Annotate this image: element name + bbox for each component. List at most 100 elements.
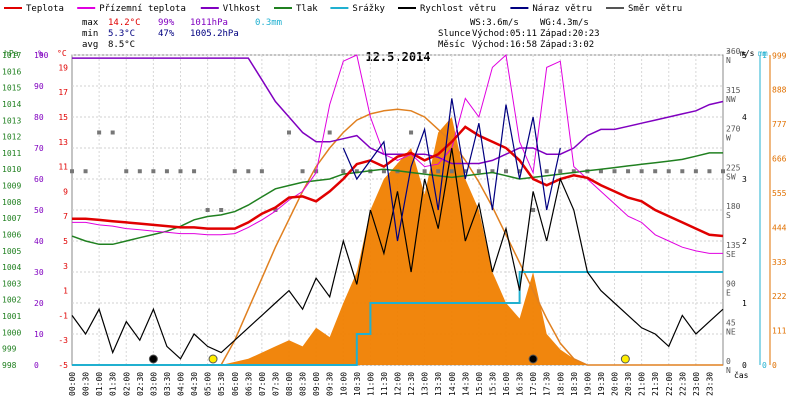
tick-temp: -1: [58, 311, 68, 320]
tick-solar: 222: [772, 292, 787, 301]
series-wind-direction-point: [205, 208, 210, 212]
tick-temp: 19: [58, 63, 68, 72]
stat-min-temp: 5.3°C: [108, 29, 135, 39]
sun-set: Západ:20:23: [540, 29, 600, 39]
stat-avg-temp: 8.5°C: [108, 40, 135, 50]
marker-moon-set: [148, 354, 158, 364]
series-wind-direction-point: [287, 130, 291, 135]
tick-time: 11:30: [380, 372, 389, 396]
tick-solar: 888: [772, 86, 787, 95]
tick-dir-deg: 270: [726, 125, 741, 134]
tick-pressure: 1013: [2, 116, 21, 125]
tick-dir-deg: 0: [726, 357, 731, 366]
tick-time: 10:30: [353, 372, 362, 396]
tick-pressure: 1003: [2, 279, 21, 288]
series-wind-direction-point: [137, 169, 142, 174]
tick-time: 17:30: [543, 372, 552, 396]
tick-time: 17:00: [529, 372, 538, 396]
series-wind-direction-point: [232, 169, 237, 174]
unit-mm: mm: [758, 49, 768, 58]
tick-pressure: 1006: [2, 230, 21, 239]
series-wind-direction-point: [571, 169, 576, 174]
series-wind-direction-point: [164, 169, 169, 174]
tick-rain: 0: [762, 361, 767, 370]
series-wind-direction-point: [381, 169, 386, 174]
tick-solar: 777: [772, 120, 787, 129]
tick-pressure: 1001: [2, 312, 21, 321]
tick-pressure: 1011: [2, 149, 21, 158]
tick-dir-lbl: N: [726, 56, 731, 65]
tick-time: 10:00: [339, 372, 348, 396]
series-rain: [72, 271, 723, 366]
tick-humidity: 0: [34, 361, 39, 370]
tick-time: 14:30: [461, 372, 470, 396]
tick-dir-lbl: SW: [726, 172, 736, 181]
stat-max-label: max: [82, 18, 99, 28]
tick-temp: 1: [63, 287, 68, 296]
series-wind-direction-point: [124, 169, 129, 174]
tick-time: 07:30: [271, 372, 280, 396]
tick-humidity: 10: [34, 330, 44, 339]
tick-humidity: 50: [34, 206, 44, 215]
tick-dir-deg: 180: [726, 202, 741, 211]
tick-rain: 1: [762, 51, 767, 60]
tick-temp: -5: [58, 361, 68, 370]
tick-time: 23:00: [692, 372, 701, 396]
tick-humidity: 20: [34, 299, 44, 308]
tick-time: 08:00: [285, 372, 294, 396]
legend-label-1: Přízemní teplota: [99, 4, 186, 14]
series-wind-direction-point: [436, 169, 441, 174]
series-wind-direction-point: [259, 169, 264, 174]
tick-time: 04:30: [190, 372, 199, 396]
series-humidity: [72, 57, 724, 165]
tick-solar: 999: [772, 51, 787, 60]
axis-ticks: 9989991000100110021003100410051006100710…: [2, 47, 787, 396]
series-wind-direction-point: [680, 169, 685, 174]
tick-time: 16:00: [502, 372, 511, 396]
tick-wind: 0: [742, 361, 747, 370]
tick-solar: 666: [772, 155, 787, 164]
tick-temp: 9: [63, 187, 68, 196]
series-wind-direction-point: [422, 169, 427, 174]
series-wind-direction-point: [721, 169, 725, 174]
stats-panel: max 14.2°C 99% 1011hPa 0.3mm min 5.3°C 4…: [82, 18, 600, 50]
legend-label-5: Rychlost větru: [420, 4, 496, 14]
unit-ms: m/s: [740, 49, 755, 58]
tick-dir-lbl: E: [726, 289, 731, 298]
series-wind-direction-point: [626, 169, 631, 174]
tick-wind: 1: [742, 299, 747, 308]
tick-dir-deg: 45: [726, 318, 736, 327]
stat-min-press: 1005.2hPa: [190, 29, 239, 39]
tick-dir-lbl: SE: [726, 250, 736, 259]
tick-temp: 7: [63, 212, 68, 221]
tick-temp: 13: [58, 138, 68, 147]
tick-time: 20:30: [624, 372, 633, 396]
tick-dir-lbl: W: [726, 134, 731, 143]
series-wind-direction-point: [653, 169, 658, 174]
unit-deg: °: [726, 49, 731, 58]
series-wind-direction-point: [97, 130, 102, 135]
series-wind-speed: [71, 147, 724, 360]
stat-min-label: min: [82, 29, 98, 39]
tick-time: 02:00: [122, 372, 131, 396]
tick-temp: 5: [63, 237, 68, 246]
moon-rise: Východ:16:58: [472, 40, 537, 50]
tick-humidity: 100: [34, 51, 49, 60]
series-wind-direction-point: [409, 130, 414, 135]
unit-pct: %: [38, 49, 43, 58]
series-temperature: [72, 125, 724, 238]
marker-sun-rise: [208, 354, 218, 364]
series-wind-direction-point: [327, 130, 332, 135]
marker-sun-set: [620, 354, 630, 364]
tick-time: 20:00: [611, 372, 620, 396]
tick-pressure: 1002: [2, 296, 21, 305]
tick-time: 13:00: [421, 372, 430, 396]
tick-solar: 0: [772, 361, 777, 370]
tick-wind: 5: [742, 51, 747, 60]
series-wind-direction-point: [707, 169, 712, 174]
series-wind-direction-point: [341, 169, 346, 174]
tick-time: 11:00: [366, 372, 375, 396]
tick-humidity: 30: [34, 268, 44, 277]
tick-time: 19:30: [597, 372, 606, 396]
